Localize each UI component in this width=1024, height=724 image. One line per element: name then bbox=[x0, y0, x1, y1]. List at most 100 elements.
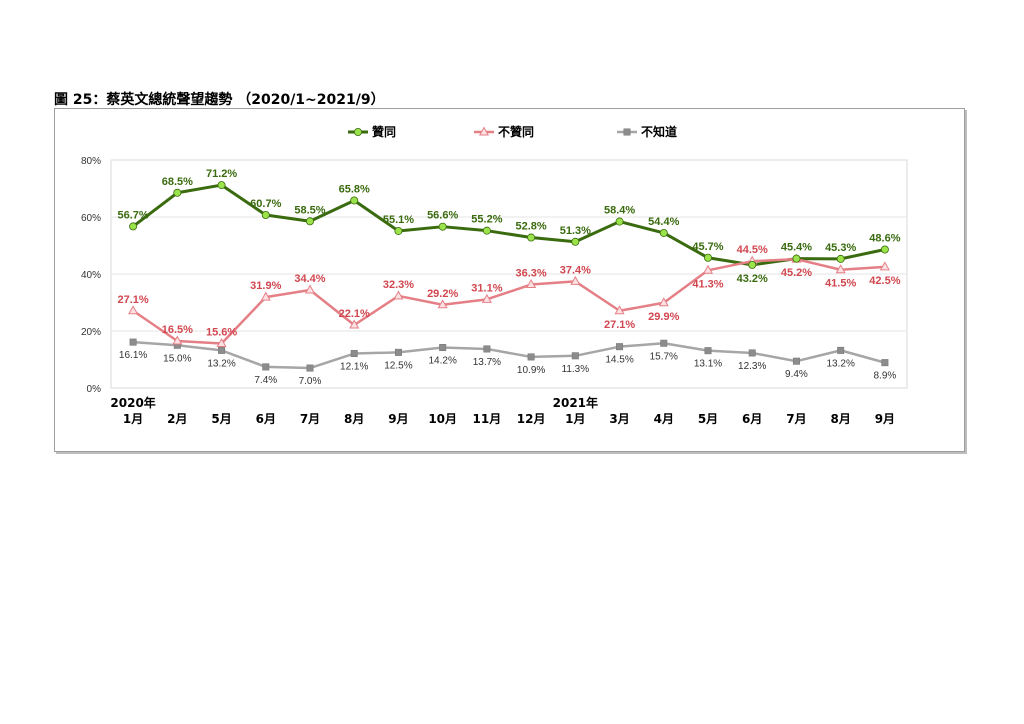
data-point-marker bbox=[218, 346, 226, 354]
data-point-marker bbox=[394, 226, 403, 235]
y-tick-label: 0% bbox=[87, 384, 102, 395]
data-label: 56.6% bbox=[427, 210, 458, 222]
data-label: 55.1% bbox=[383, 214, 414, 226]
data-point-marker bbox=[792, 357, 800, 365]
data-point-marker bbox=[173, 188, 182, 197]
line-chart: 0% 20% 40% 60% 80% 2020年 1月 2月 5月 6月 7月 8月 9月 10月 11月 1… bbox=[81, 124, 908, 426]
data-point-marker bbox=[129, 338, 137, 346]
x-tick-label: 7月 bbox=[786, 412, 806, 426]
series-line-0 bbox=[132, 183, 886, 267]
data-point-marker bbox=[748, 349, 756, 357]
data-point-marker bbox=[879, 261, 890, 271]
data-point-marker bbox=[571, 237, 580, 246]
data-label: 13.2% bbox=[207, 358, 235, 369]
y-tick-label: 80% bbox=[81, 156, 101, 167]
x-tick-label: 10月 bbox=[428, 412, 457, 426]
data-point-marker bbox=[702, 264, 714, 274]
data-point-marker bbox=[478, 126, 490, 136]
data-label: 58.5% bbox=[294, 204, 325, 216]
data-point-marker bbox=[570, 275, 581, 285]
data-label: 51.3% bbox=[560, 225, 591, 237]
data-label: 41.3% bbox=[692, 278, 723, 290]
data-point-marker bbox=[881, 359, 889, 367]
x-tick-label: 5月 bbox=[211, 412, 231, 426]
data-label: 16.1% bbox=[119, 350, 147, 361]
page-title: 圖 25：蔡英文總統聲望趨勢 （2020/1~2021/9） bbox=[54, 92, 385, 108]
legend-label: 不知道 bbox=[641, 124, 677, 139]
data-point-marker bbox=[393, 290, 404, 300]
data-point-marker bbox=[527, 233, 536, 242]
data-point-marker bbox=[614, 305, 625, 315]
data-point-marker bbox=[616, 343, 624, 351]
data-label: 10.9% bbox=[517, 365, 545, 376]
data-point-marker bbox=[526, 279, 537, 289]
data-point-marker bbox=[306, 364, 314, 372]
data-label: 12.3% bbox=[738, 361, 766, 372]
data-point-marker bbox=[439, 344, 447, 352]
data-label: 27.1% bbox=[118, 294, 149, 306]
data-label: 11.3% bbox=[562, 364, 590, 375]
data-point-marker bbox=[482, 226, 491, 235]
series-layer bbox=[128, 181, 890, 372]
data-label: 55.2% bbox=[471, 214, 502, 226]
data-label: 27.1% bbox=[604, 319, 635, 331]
data-label: 34.4% bbox=[294, 273, 325, 285]
x-tick-label: 1月 bbox=[123, 412, 143, 426]
data-label: 68.5% bbox=[162, 176, 193, 188]
data-label: 15.6% bbox=[206, 327, 237, 339]
data-label: 45.4% bbox=[781, 242, 812, 254]
data-label: 42.5% bbox=[869, 275, 900, 287]
data-point-marker bbox=[658, 297, 669, 307]
data-point-marker bbox=[880, 245, 889, 254]
data-point-marker bbox=[837, 346, 845, 354]
data-point-marker bbox=[659, 228, 668, 237]
data-point-marker bbox=[481, 293, 492, 303]
x-tick-label: 5月 bbox=[698, 412, 718, 426]
x-tick-label: 6月 bbox=[256, 412, 276, 426]
data-point-marker bbox=[304, 284, 316, 294]
chart-frame: 0% 20% 40% 60% 80% 2020年 1月 2月 5月 6月 7月 8月 9月 10月 11月 1… bbox=[54, 108, 965, 452]
x-tick-label: 7月 bbox=[300, 412, 320, 426]
data-point-marker bbox=[394, 348, 402, 356]
data-label: 45.3% bbox=[825, 242, 856, 254]
data-label: 36.3% bbox=[516, 268, 547, 280]
data-point-marker bbox=[527, 353, 535, 361]
data-point-marker bbox=[437, 299, 448, 309]
data-point-marker bbox=[260, 291, 271, 301]
x-tick-label: 8月 bbox=[344, 412, 364, 426]
x-tick-year: 2020年 bbox=[110, 395, 155, 410]
data-point-marker bbox=[350, 196, 359, 205]
data-label: 29.2% bbox=[427, 288, 458, 300]
data-point-marker bbox=[792, 254, 801, 263]
x-tick-label: 8月 bbox=[830, 412, 850, 426]
data-label: 14.2% bbox=[428, 356, 456, 367]
x-tick-label: 9月 bbox=[875, 412, 895, 426]
y-tick-label: 20% bbox=[81, 327, 101, 338]
data-point-marker bbox=[128, 305, 139, 315]
legend: 贊同 不贊同 不知道 bbox=[348, 124, 677, 139]
x-tick-year: 2021年 bbox=[553, 395, 598, 410]
data-label: 15.7% bbox=[650, 351, 678, 362]
data-point-marker bbox=[216, 338, 227, 348]
data-label: 31.1% bbox=[471, 282, 502, 294]
data-point-marker bbox=[571, 352, 579, 360]
data-label: 8.9% bbox=[873, 371, 896, 382]
data-label: 54.4% bbox=[648, 216, 679, 228]
data-point-marker bbox=[438, 222, 447, 231]
data-label: 7.0% bbox=[299, 376, 322, 387]
data-label: 29.9% bbox=[648, 311, 679, 323]
data-label: 31.9% bbox=[250, 280, 281, 292]
data-labels: 56.7% 68.5% 71.2% 60.7% 58.5% 65.8% 55.1% 56.6%… bbox=[118, 168, 901, 387]
y-tick-label: 40% bbox=[81, 270, 101, 281]
data-point-marker bbox=[835, 264, 846, 274]
data-point-marker bbox=[261, 211, 270, 220]
x-tick-label: 2月 bbox=[167, 412, 187, 426]
data-label: 15.0% bbox=[163, 353, 191, 364]
data-label: 48.6% bbox=[869, 232, 900, 244]
data-point-marker bbox=[836, 254, 845, 263]
data-label: 41.5% bbox=[825, 278, 856, 290]
data-label: 65.8% bbox=[339, 183, 370, 195]
data-point-marker bbox=[704, 253, 713, 262]
data-label: 71.2% bbox=[206, 168, 237, 180]
data-point-marker bbox=[350, 350, 358, 358]
